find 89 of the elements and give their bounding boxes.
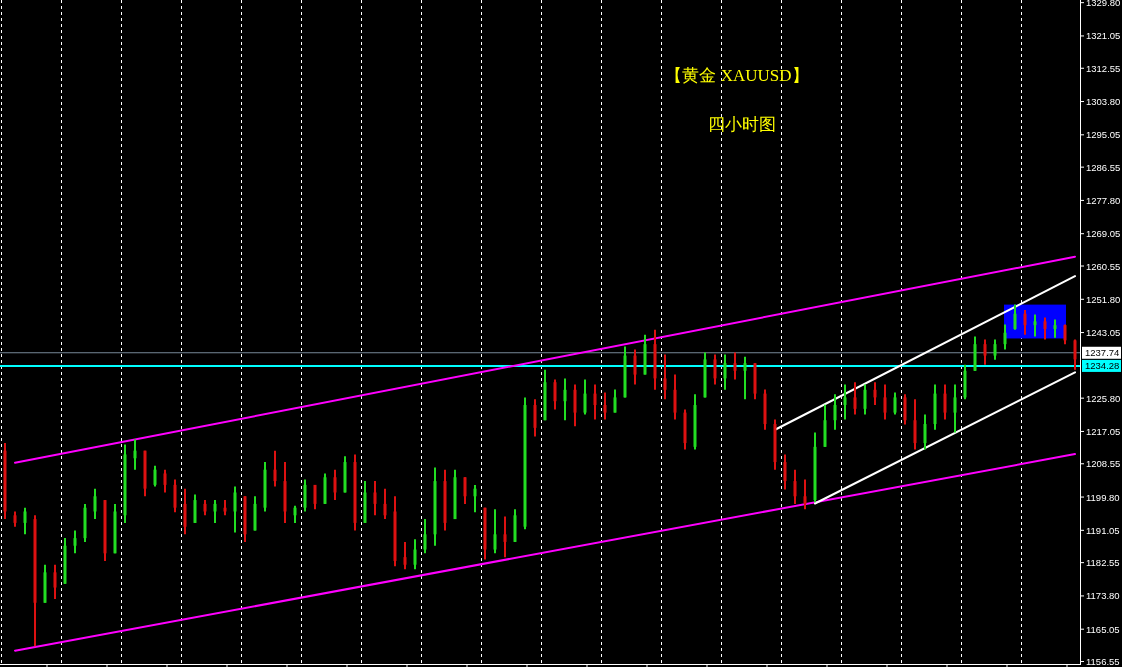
- candlestick: [23, 506, 27, 536]
- candlestick: [793, 468, 797, 505]
- y-tick-label: 1182.55: [1086, 557, 1120, 569]
- candlestick: [723, 353, 727, 391]
- candlestick: [743, 355, 747, 401]
- candlestick: [913, 398, 917, 451]
- y-tick-label: 1173.80: [1086, 590, 1120, 602]
- text: 【黄金 XAUUSD】: [665, 66, 809, 85]
- y-tick-label: 1251.80: [1086, 293, 1121, 305]
- candlestick: [903, 393, 907, 426]
- candlestick: [73, 529, 77, 555]
- candlestick: [493, 508, 497, 555]
- y-tick-label: 1321.05: [1086, 30, 1121, 42]
- candlestick: [213, 499, 217, 524]
- candlestick: [1033, 313, 1037, 338]
- candlestick: [633, 348, 637, 386]
- candlestick: [1003, 323, 1007, 351]
- y-tick-label: 1199.80: [1086, 491, 1120, 503]
- candlestick: [673, 373, 677, 421]
- candlestick: [413, 538, 417, 571]
- candlestick: [863, 383, 867, 416]
- candlestick: [183, 487, 187, 536]
- candlestick: [993, 338, 997, 361]
- candlestick: [883, 383, 887, 421]
- candlestick: [803, 478, 807, 511]
- candlestick: [923, 413, 927, 451]
- candlestick: [713, 353, 717, 386]
- candlestick: [833, 393, 837, 431]
- candlestick: [193, 493, 197, 524]
- candlestick: [733, 351, 737, 381]
- y-tick-label: 1277.80: [1086, 194, 1121, 206]
- y-tick-label: 1208.55: [1086, 458, 1121, 470]
- y-tick-label: 1260.55: [1086, 260, 1121, 272]
- y-tick-label: 1243.05: [1086, 327, 1121, 339]
- candlestick: [133, 438, 137, 471]
- candlestick: [333, 468, 337, 502]
- candlestick: [53, 563, 57, 600]
- candlestick: [533, 398, 537, 438]
- candlestick: [573, 383, 577, 428]
- y-tick-label: 1295.05: [1086, 129, 1121, 141]
- ref-line-label: 1234.28: [1085, 360, 1120, 372]
- candlestick: [153, 464, 157, 488]
- candlestick: [663, 353, 667, 401]
- candlestick: [1013, 303, 1017, 331]
- candlestick: [403, 540, 407, 571]
- y-tick-label: 1156.55: [1086, 656, 1120, 667]
- y-tick-label: 1225.80: [1086, 392, 1121, 404]
- candlestick: [93, 487, 97, 521]
- candlestick: [1043, 316, 1047, 341]
- candlestick: [383, 487, 387, 521]
- candlestick: [463, 476, 467, 505]
- candlestick: [273, 449, 277, 488]
- candlestick: [953, 383, 957, 434]
- candlestick: [423, 518, 427, 555]
- candlestick: [173, 478, 177, 514]
- candlestick: [843, 383, 847, 421]
- candlestick: [233, 485, 237, 534]
- y-tick-label: 1303.80: [1086, 96, 1121, 108]
- candlestick: [1053, 318, 1057, 339]
- candlestick: [163, 468, 167, 494]
- candlestick: [563, 377, 567, 422]
- y-tick-label: 1286.55: [1086, 161, 1121, 173]
- candlestick: [943, 383, 947, 421]
- candlestick: [893, 391, 897, 416]
- candlestick: [783, 453, 787, 491]
- candlestick: [473, 483, 477, 514]
- candlestick: [853, 381, 857, 416]
- candlestick: [553, 378, 557, 411]
- candlestick: [373, 480, 377, 517]
- y-tick-label: 1165.05: [1086, 623, 1120, 635]
- y-tick-label: 1217.05: [1086, 425, 1121, 437]
- candlestick: [313, 483, 317, 511]
- y-tick-label: 1312.55: [1086, 62, 1121, 74]
- candlestick: [1063, 323, 1067, 346]
- candlestick: [1073, 338, 1077, 371]
- candlestick: [983, 338, 987, 366]
- candlestick: [603, 391, 607, 421]
- candlestick: [503, 515, 507, 559]
- ref-line-label: 1237.74: [1085, 347, 1120, 359]
- candlestick: [303, 478, 307, 513]
- candlestick: [583, 378, 587, 416]
- candlestick: [593, 383, 597, 421]
- y-tick-label: 1329.80: [1086, 0, 1121, 9]
- candlestick: [873, 381, 877, 407]
- text: 四小时图: [708, 115, 776, 134]
- y-tick-label: 1269.05: [1086, 228, 1121, 240]
- candlestick: [613, 388, 617, 414]
- candlestick: [1023, 308, 1027, 336]
- y-tick-label: 1191.05: [1086, 524, 1120, 536]
